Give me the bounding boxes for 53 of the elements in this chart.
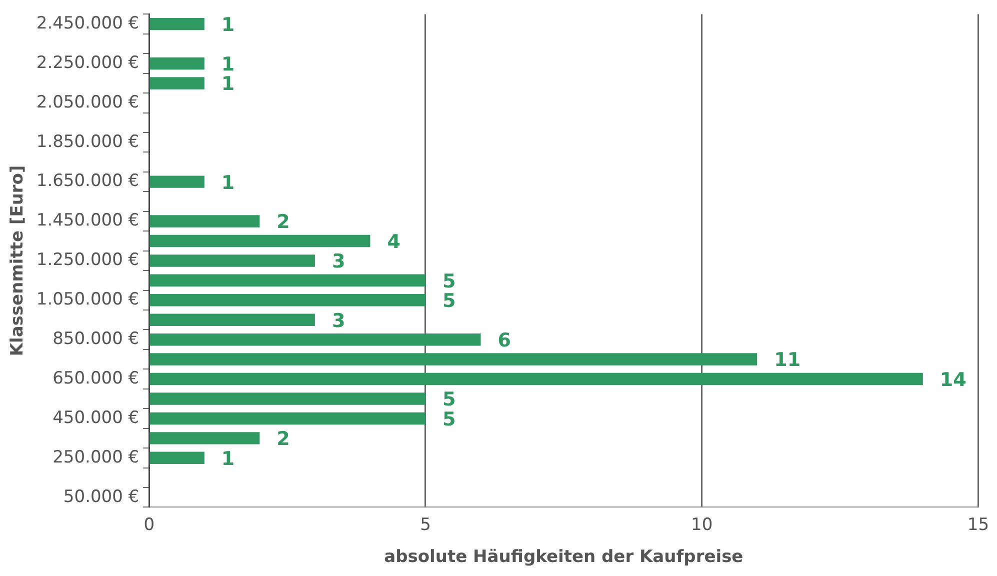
bar [150,234,370,248]
data-label: 1 [221,53,235,76]
bar [150,176,204,188]
bar [150,333,481,346]
y-tick-label: 2.250.000 € [36,52,140,73]
x-tick-label: 5 [420,514,431,535]
y-tick-label: 50.000 € [63,486,140,507]
data-label: 6 [498,330,511,352]
bar [150,254,315,267]
data-label: 5 [442,388,456,411]
y-tick-label: 450.000 € [52,408,140,428]
data-label: 1 [221,73,235,96]
bar [150,412,426,425]
data-label: 1 [221,14,235,36]
x-tick-label: 10 [691,514,713,535]
bar [150,392,426,405]
data-label: 5 [442,270,456,292]
bar [150,452,204,464]
y-tick-label: 2.450.000 € [36,13,140,34]
x-tick-label: 0 [144,514,155,535]
bar [150,18,204,30]
y-tick-label: 650.000 € [52,368,140,388]
bar [150,274,426,287]
data-label: 3 [332,310,346,332]
bar [150,77,204,90]
bar [150,215,260,228]
bar [150,372,923,386]
data-label: 5 [442,290,456,312]
data-label: 1 [221,172,235,194]
y-tick-label: 1.250.000 € [36,250,140,270]
bar [150,314,315,326]
y-axis-title: Klassenmitte [Euro] [8,165,28,356]
y-tick-label: 250.000 € [52,447,140,468]
y-tick-label: 2.050.000 € [36,92,140,112]
bar [150,294,426,306]
y-tick-label: 1.450.000 € [36,210,140,231]
data-label: 11 [774,349,801,372]
bar [150,57,204,70]
data-label: 1 [221,448,235,470]
bar [150,353,758,366]
x-axis-title: absolute Häufigkeiten der Kaufpreise [384,547,744,568]
data-label: 14 [940,368,966,391]
data-label: 5 [442,408,456,430]
data-label: 2 [276,211,290,234]
y-tick-label: 850.000 € [52,329,140,349]
x-tick-label: 15 [967,514,990,535]
data-label: 4 [387,230,400,253]
y-tick-label: 1.850.000 € [36,132,140,152]
data-label: 2 [276,428,290,450]
data-label: 3 [332,250,346,273]
y-tick-label: 1.650.000 € [36,171,140,192]
y-tick-label: 1.050.000 € [36,290,140,310]
bar [150,432,260,444]
